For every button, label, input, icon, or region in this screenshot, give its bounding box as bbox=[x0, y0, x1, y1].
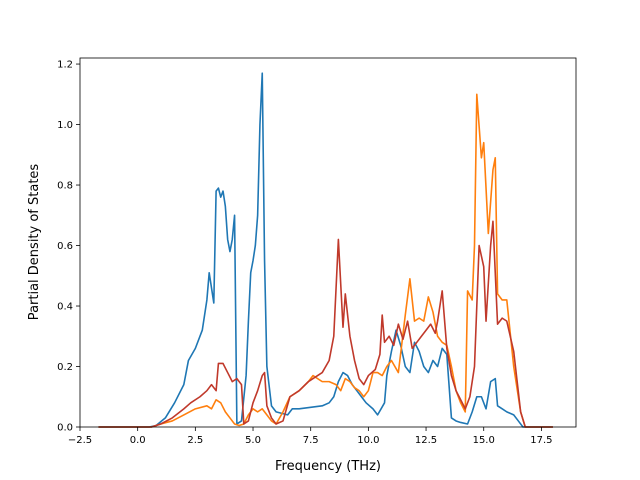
y-tick-label: 0.8 bbox=[57, 181, 73, 192]
x-tick-label: 10.0 bbox=[357, 435, 379, 446]
x-tick-label: −2.5 bbox=[68, 435, 92, 446]
series-line-2 bbox=[98, 93, 553, 428]
x-tick-label: 15.0 bbox=[473, 435, 495, 446]
x-tick-label: 2.5 bbox=[187, 435, 203, 446]
y-tick-label: 1.2 bbox=[57, 60, 73, 71]
y-axis-label: Partial Density of States bbox=[27, 164, 42, 321]
x-tick-label: 7.5 bbox=[303, 435, 319, 446]
y-tick-label: 1.0 bbox=[57, 120, 73, 131]
series-layer bbox=[98, 72, 553, 428]
plot-frame bbox=[79, 57, 577, 428]
y-tick-label: 0.0 bbox=[57, 423, 73, 434]
tick-layer: −2.5 0.0 2.5 5.0 7.5 10.0 12.5 15.0 17.50.00.20.… bbox=[57, 60, 552, 446]
series-line-3 bbox=[98, 220, 553, 428]
y-tick-label: 0.6 bbox=[57, 241, 73, 252]
plot-background bbox=[80, 58, 576, 427]
series-line-1 bbox=[98, 72, 553, 428]
x-tick-label: 0.0 bbox=[130, 435, 146, 446]
x-axis-label: Frequency (THz) bbox=[275, 459, 381, 474]
y-tick-label: 0.2 bbox=[57, 362, 73, 373]
x-tick-label: 5.0 bbox=[245, 435, 261, 446]
x-tick-label: 12.5 bbox=[415, 435, 437, 446]
y-tick-label: 0.4 bbox=[57, 302, 73, 313]
x-tick-label: 17.5 bbox=[530, 435, 552, 446]
